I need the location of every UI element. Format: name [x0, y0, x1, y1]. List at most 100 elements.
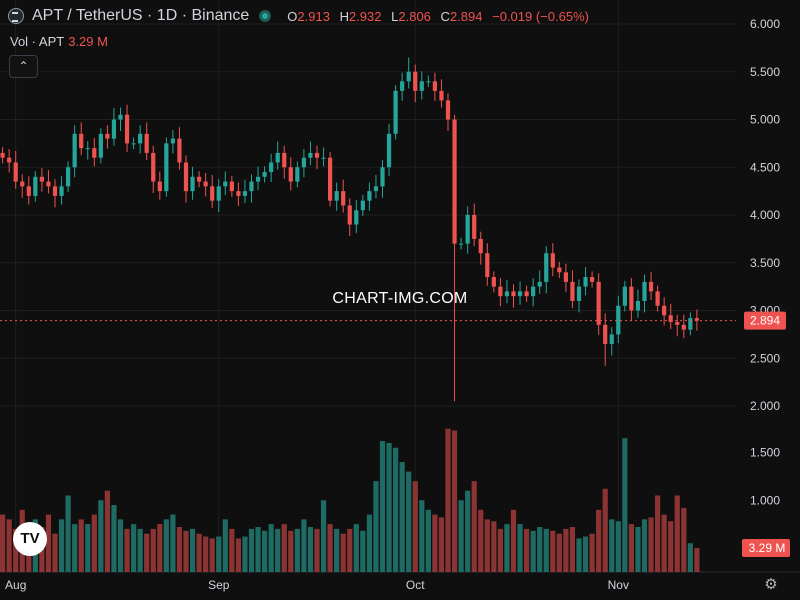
candle-body: [648, 281, 654, 292]
candle-body: [642, 281, 647, 301]
tradingview-logo[interactable]: TV: [13, 522, 47, 556]
time-tick-label: Sep: [208, 578, 230, 592]
volume-bar: [222, 519, 228, 572]
volume-bar: [458, 500, 464, 572]
candle-body: [694, 318, 699, 321]
candle-body: [341, 191, 346, 206]
time-tick-label: Nov: [608, 578, 629, 592]
volume-bar: [602, 488, 608, 572]
volume-bar: [235, 538, 241, 572]
candle-body: [413, 71, 418, 91]
high-value: 2.932: [348, 8, 382, 24]
candle-body: [393, 90, 398, 134]
candle-body: [550, 253, 555, 268]
volume-bar: [484, 519, 490, 572]
candle-body: [498, 286, 503, 297]
volume-bar: [635, 526, 641, 572]
price-tick-label: 4.500: [750, 160, 780, 174]
volume-bar: [65, 495, 71, 572]
candle-body: [380, 167, 385, 187]
low-label: L: [391, 8, 399, 24]
candle-body: [622, 286, 627, 306]
volume-bar: [78, 519, 84, 572]
symbol-title[interactable]: APT / TetherUS · 1D · Binance: [32, 7, 250, 24]
volume-bar: [52, 533, 58, 572]
candle-body: [66, 167, 71, 187]
volume-bar: [327, 524, 333, 572]
candle-body: [262, 172, 267, 177]
volume-bar: [687, 543, 693, 572]
volume-bar: [432, 514, 438, 572]
candle-body: [544, 253, 549, 282]
volume-bar: [641, 519, 648, 572]
volume-bar: [609, 519, 615, 572]
price-tick-label: 6.000: [750, 17, 780, 31]
volume-bar: [347, 528, 353, 572]
volume-bar: [0, 514, 6, 572]
volume-bar: [176, 526, 183, 572]
candle-body: [308, 152, 313, 158]
volume-bar: [412, 481, 418, 572]
candle-body: [491, 277, 496, 287]
volume-bars: [0, 428, 700, 572]
change-value: −0.019 (−0.65%): [492, 8, 589, 24]
price-tick-label: 3.500: [750, 256, 780, 270]
candle-body: [328, 157, 333, 201]
price-tick-label: 5.500: [750, 65, 780, 79]
last-price-badge: [744, 311, 786, 330]
candle-body: [334, 191, 339, 201]
candle-body: [46, 181, 51, 187]
volume-bar: [497, 528, 503, 572]
candle-body: [590, 277, 595, 282]
volume-bar: [471, 481, 477, 572]
volume-value: 3.29 M: [68, 34, 108, 49]
collapse-legend-button[interactable]: ⌃: [9, 55, 38, 78]
candle-body: [583, 277, 588, 287]
time-tick-label: Aug: [5, 578, 26, 592]
candle-body: [210, 186, 215, 201]
candle-body: [452, 119, 457, 244]
volume-bar: [131, 524, 137, 572]
volume-bar: [58, 519, 65, 572]
volume-bar: [229, 528, 235, 572]
volume-bar: [373, 481, 379, 572]
volume-bar: [203, 536, 209, 572]
volume-bar: [596, 509, 602, 572]
volume-bar: [334, 528, 340, 572]
volume-bar: [85, 524, 91, 572]
volume-bar: [478, 509, 484, 572]
candle-body: [111, 119, 117, 139]
volume-badge: [742, 539, 790, 557]
candles: [0, 57, 699, 402]
candle-body: [531, 286, 536, 297]
candle-body: [524, 291, 529, 297]
candle-body: [373, 186, 379, 192]
volume-bar: [157, 524, 163, 572]
price-tick-label: 2.000: [750, 399, 780, 413]
candle-body: [144, 133, 149, 153]
candle-body: [59, 186, 64, 196]
volume-bar: [517, 524, 523, 572]
volume-bar: [655, 495, 661, 572]
candle-body: [426, 81, 431, 83]
candle-body: [157, 181, 162, 192]
candle-body: [681, 324, 686, 330]
volume-bar: [556, 533, 562, 572]
candle-body: [72, 133, 77, 168]
volume-bar: [504, 524, 510, 572]
ohlc-readout: O2.913 H2.932 L2.806 C2.894 −0.019 (−0.6…: [281, 9, 589, 24]
volume-bar: [163, 519, 169, 572]
volume-bar: [314, 528, 320, 572]
volume-bar: [111, 505, 117, 572]
candle-body: [131, 143, 136, 145]
candle-body: [138, 133, 143, 144]
candle-body: [151, 152, 156, 182]
candle-body: [197, 176, 202, 182]
candle-body: [288, 167, 293, 182]
volume-bar: [569, 526, 576, 572]
volume-bar: [491, 521, 497, 572]
volume-badge-text: 3.29 M: [749, 541, 786, 555]
volume-bar: [530, 530, 536, 572]
gear-icon[interactable]: ⚙: [764, 576, 778, 593]
